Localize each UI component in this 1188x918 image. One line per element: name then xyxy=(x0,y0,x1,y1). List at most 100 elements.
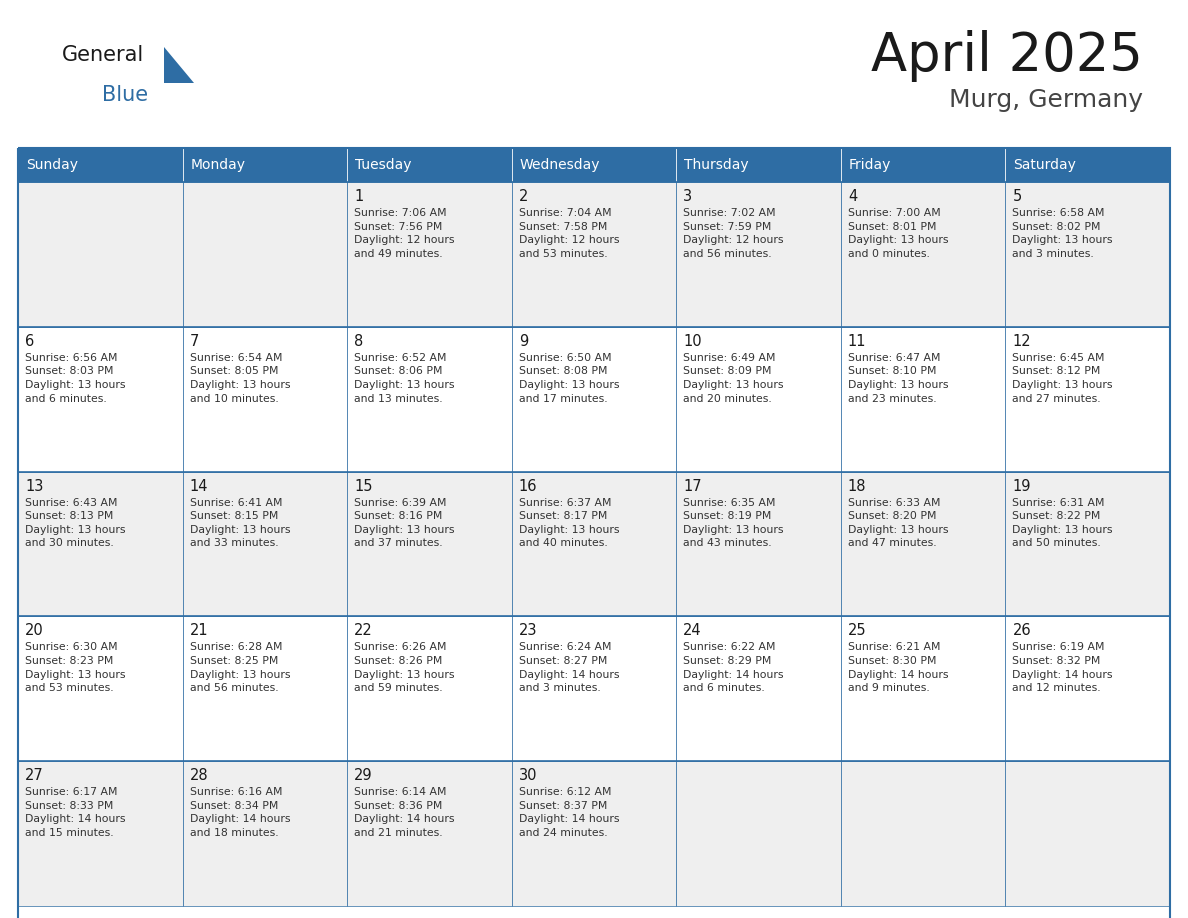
Bar xyxy=(347,327,512,472)
Text: Sunrise: 6:24 AM
Sunset: 8:27 PM
Daylight: 14 hours
and 3 minutes.: Sunrise: 6:24 AM Sunset: 8:27 PM Dayligh… xyxy=(519,643,619,693)
Text: Saturday: Saturday xyxy=(1013,158,1076,172)
Text: Sunrise: 6:58 AM
Sunset: 8:02 PM
Daylight: 13 hours
and 3 minutes.: Sunrise: 6:58 AM Sunset: 8:02 PM Dayligh… xyxy=(1012,208,1113,259)
Bar xyxy=(347,182,512,327)
Text: Sunrise: 6:45 AM
Sunset: 8:12 PM
Daylight: 13 hours
and 27 minutes.: Sunrise: 6:45 AM Sunset: 8:12 PM Dayligh… xyxy=(1012,353,1113,404)
Bar xyxy=(183,148,347,182)
Text: Wednesday: Wednesday xyxy=(519,158,600,172)
Text: 22: 22 xyxy=(354,623,373,638)
Text: Sunrise: 7:00 AM
Sunset: 8:01 PM
Daylight: 13 hours
and 0 minutes.: Sunrise: 7:00 AM Sunset: 8:01 PM Dayligh… xyxy=(848,208,948,259)
Bar xyxy=(676,327,841,472)
Text: Sunrise: 6:14 AM
Sunset: 8:36 PM
Daylight: 14 hours
and 21 minutes.: Sunrise: 6:14 AM Sunset: 8:36 PM Dayligh… xyxy=(354,788,455,838)
Bar xyxy=(1005,327,1170,472)
Text: 2: 2 xyxy=(519,189,529,204)
Bar xyxy=(1005,148,1170,182)
Text: General: General xyxy=(62,45,144,65)
Text: Sunrise: 7:06 AM
Sunset: 7:56 PM
Daylight: 12 hours
and 49 minutes.: Sunrise: 7:06 AM Sunset: 7:56 PM Dayligh… xyxy=(354,208,455,259)
Bar xyxy=(841,327,1005,472)
Bar xyxy=(676,761,841,906)
Text: 27: 27 xyxy=(25,768,44,783)
Bar xyxy=(347,616,512,761)
Text: 10: 10 xyxy=(683,334,702,349)
Bar xyxy=(183,616,347,761)
Text: 24: 24 xyxy=(683,623,702,638)
Text: 20: 20 xyxy=(25,623,44,638)
Text: Sunrise: 6:33 AM
Sunset: 8:20 PM
Daylight: 13 hours
and 47 minutes.: Sunrise: 6:33 AM Sunset: 8:20 PM Dayligh… xyxy=(848,498,948,548)
Text: Thursday: Thursday xyxy=(684,158,748,172)
Text: 23: 23 xyxy=(519,623,537,638)
Bar xyxy=(18,616,183,761)
Text: Tuesday: Tuesday xyxy=(355,158,412,172)
Text: 18: 18 xyxy=(848,478,866,494)
Text: Sunrise: 6:56 AM
Sunset: 8:03 PM
Daylight: 13 hours
and 6 minutes.: Sunrise: 6:56 AM Sunset: 8:03 PM Dayligh… xyxy=(25,353,126,404)
Text: 28: 28 xyxy=(190,768,208,783)
Text: 25: 25 xyxy=(848,623,866,638)
Text: April 2025: April 2025 xyxy=(871,30,1143,82)
Bar xyxy=(347,472,512,616)
Text: 7: 7 xyxy=(190,334,198,349)
Text: Friday: Friday xyxy=(849,158,891,172)
Text: 17: 17 xyxy=(683,478,702,494)
Text: 21: 21 xyxy=(190,623,208,638)
Bar xyxy=(1005,616,1170,761)
Text: 8: 8 xyxy=(354,334,364,349)
Text: Sunrise: 6:43 AM
Sunset: 8:13 PM
Daylight: 13 hours
and 30 minutes.: Sunrise: 6:43 AM Sunset: 8:13 PM Dayligh… xyxy=(25,498,126,548)
Bar xyxy=(347,761,512,906)
Text: 13: 13 xyxy=(25,478,44,494)
Text: Sunrise: 6:52 AM
Sunset: 8:06 PM
Daylight: 13 hours
and 13 minutes.: Sunrise: 6:52 AM Sunset: 8:06 PM Dayligh… xyxy=(354,353,455,404)
Bar xyxy=(183,327,347,472)
Bar xyxy=(512,148,676,182)
Bar xyxy=(841,148,1005,182)
Text: Sunrise: 6:19 AM
Sunset: 8:32 PM
Daylight: 14 hours
and 12 minutes.: Sunrise: 6:19 AM Sunset: 8:32 PM Dayligh… xyxy=(1012,643,1113,693)
Text: 5: 5 xyxy=(1012,189,1022,204)
Text: Sunrise: 6:30 AM
Sunset: 8:23 PM
Daylight: 13 hours
and 53 minutes.: Sunrise: 6:30 AM Sunset: 8:23 PM Dayligh… xyxy=(25,643,126,693)
Bar xyxy=(512,182,676,327)
Text: 15: 15 xyxy=(354,478,373,494)
Polygon shape xyxy=(164,47,194,83)
Bar xyxy=(676,148,841,182)
Bar xyxy=(841,182,1005,327)
Text: Sunrise: 6:41 AM
Sunset: 8:15 PM
Daylight: 13 hours
and 33 minutes.: Sunrise: 6:41 AM Sunset: 8:15 PM Dayligh… xyxy=(190,498,290,548)
Text: Sunday: Sunday xyxy=(26,158,78,172)
Text: 4: 4 xyxy=(848,189,857,204)
Text: Sunrise: 7:04 AM
Sunset: 7:58 PM
Daylight: 12 hours
and 53 minutes.: Sunrise: 7:04 AM Sunset: 7:58 PM Dayligh… xyxy=(519,208,619,259)
Bar xyxy=(18,148,183,182)
Bar xyxy=(183,182,347,327)
Bar xyxy=(512,472,676,616)
Text: Sunrise: 6:26 AM
Sunset: 8:26 PM
Daylight: 13 hours
and 59 minutes.: Sunrise: 6:26 AM Sunset: 8:26 PM Dayligh… xyxy=(354,643,455,693)
Bar xyxy=(676,616,841,761)
Text: Monday: Monday xyxy=(190,158,246,172)
Text: 11: 11 xyxy=(848,334,866,349)
Text: 16: 16 xyxy=(519,478,537,494)
Text: 3: 3 xyxy=(683,189,693,204)
Text: Sunrise: 6:28 AM
Sunset: 8:25 PM
Daylight: 13 hours
and 56 minutes.: Sunrise: 6:28 AM Sunset: 8:25 PM Dayligh… xyxy=(190,643,290,693)
Bar xyxy=(18,148,1170,918)
Text: 26: 26 xyxy=(1012,623,1031,638)
Bar xyxy=(183,761,347,906)
Text: Sunrise: 6:47 AM
Sunset: 8:10 PM
Daylight: 13 hours
and 23 minutes.: Sunrise: 6:47 AM Sunset: 8:10 PM Dayligh… xyxy=(848,353,948,404)
Text: Murg, Germany: Murg, Germany xyxy=(949,88,1143,112)
Text: Sunrise: 6:50 AM
Sunset: 8:08 PM
Daylight: 13 hours
and 17 minutes.: Sunrise: 6:50 AM Sunset: 8:08 PM Dayligh… xyxy=(519,353,619,404)
Text: 12: 12 xyxy=(1012,334,1031,349)
Bar xyxy=(512,616,676,761)
Bar xyxy=(18,472,183,616)
Text: 29: 29 xyxy=(354,768,373,783)
Bar xyxy=(512,761,676,906)
Bar xyxy=(1005,761,1170,906)
Bar xyxy=(512,327,676,472)
Text: 19: 19 xyxy=(1012,478,1031,494)
Bar xyxy=(841,761,1005,906)
Text: 6: 6 xyxy=(25,334,34,349)
Bar xyxy=(1005,472,1170,616)
Bar xyxy=(18,182,183,327)
Bar xyxy=(676,472,841,616)
Text: 9: 9 xyxy=(519,334,527,349)
Text: Sunrise: 6:16 AM
Sunset: 8:34 PM
Daylight: 14 hours
and 18 minutes.: Sunrise: 6:16 AM Sunset: 8:34 PM Dayligh… xyxy=(190,788,290,838)
Text: Sunrise: 6:54 AM
Sunset: 8:05 PM
Daylight: 13 hours
and 10 minutes.: Sunrise: 6:54 AM Sunset: 8:05 PM Dayligh… xyxy=(190,353,290,404)
Text: Sunrise: 6:21 AM
Sunset: 8:30 PM
Daylight: 14 hours
and 9 minutes.: Sunrise: 6:21 AM Sunset: 8:30 PM Dayligh… xyxy=(848,643,948,693)
Text: Sunrise: 6:39 AM
Sunset: 8:16 PM
Daylight: 13 hours
and 37 minutes.: Sunrise: 6:39 AM Sunset: 8:16 PM Dayligh… xyxy=(354,498,455,548)
Bar xyxy=(841,472,1005,616)
Text: Sunrise: 6:49 AM
Sunset: 8:09 PM
Daylight: 13 hours
and 20 minutes.: Sunrise: 6:49 AM Sunset: 8:09 PM Dayligh… xyxy=(683,353,784,404)
Bar xyxy=(676,182,841,327)
Bar xyxy=(18,761,183,906)
Text: Sunrise: 6:37 AM
Sunset: 8:17 PM
Daylight: 13 hours
and 40 minutes.: Sunrise: 6:37 AM Sunset: 8:17 PM Dayligh… xyxy=(519,498,619,548)
